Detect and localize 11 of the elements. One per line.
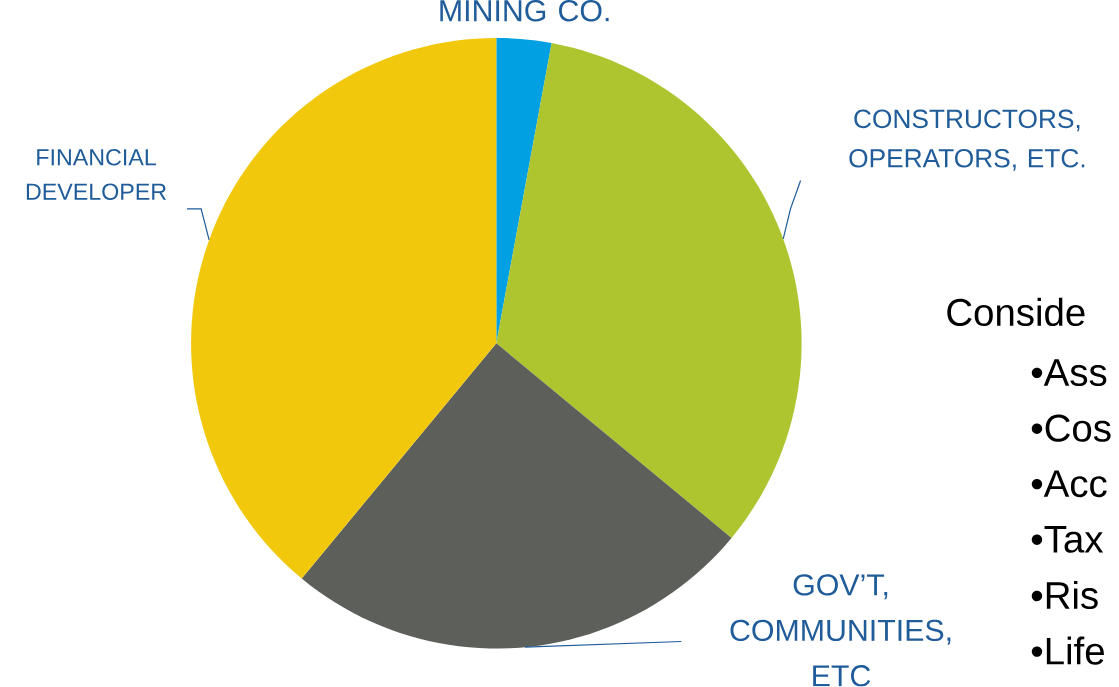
slice-label: GOV’T, COMMUNITIES, ETC: [730, 574, 951, 687]
slice-label: FINANCIAL DEVELOPER: [26, 149, 167, 201]
text: •Tax: [1031, 526, 1104, 553]
text: •Acc: [1031, 470, 1107, 498]
text: •Life: [1031, 636, 1104, 665]
text: Conside: [947, 298, 1085, 327]
text: •Cos: [1031, 414, 1111, 443]
slice-label: MINING CO.: [440, 0, 609, 22]
text: •Ass: [1031, 359, 1107, 387]
slice-label: CONSTRUCTORS, OPERATORS, ETC.: [849, 109, 1085, 171]
text: •Ris: [1031, 581, 1098, 610]
